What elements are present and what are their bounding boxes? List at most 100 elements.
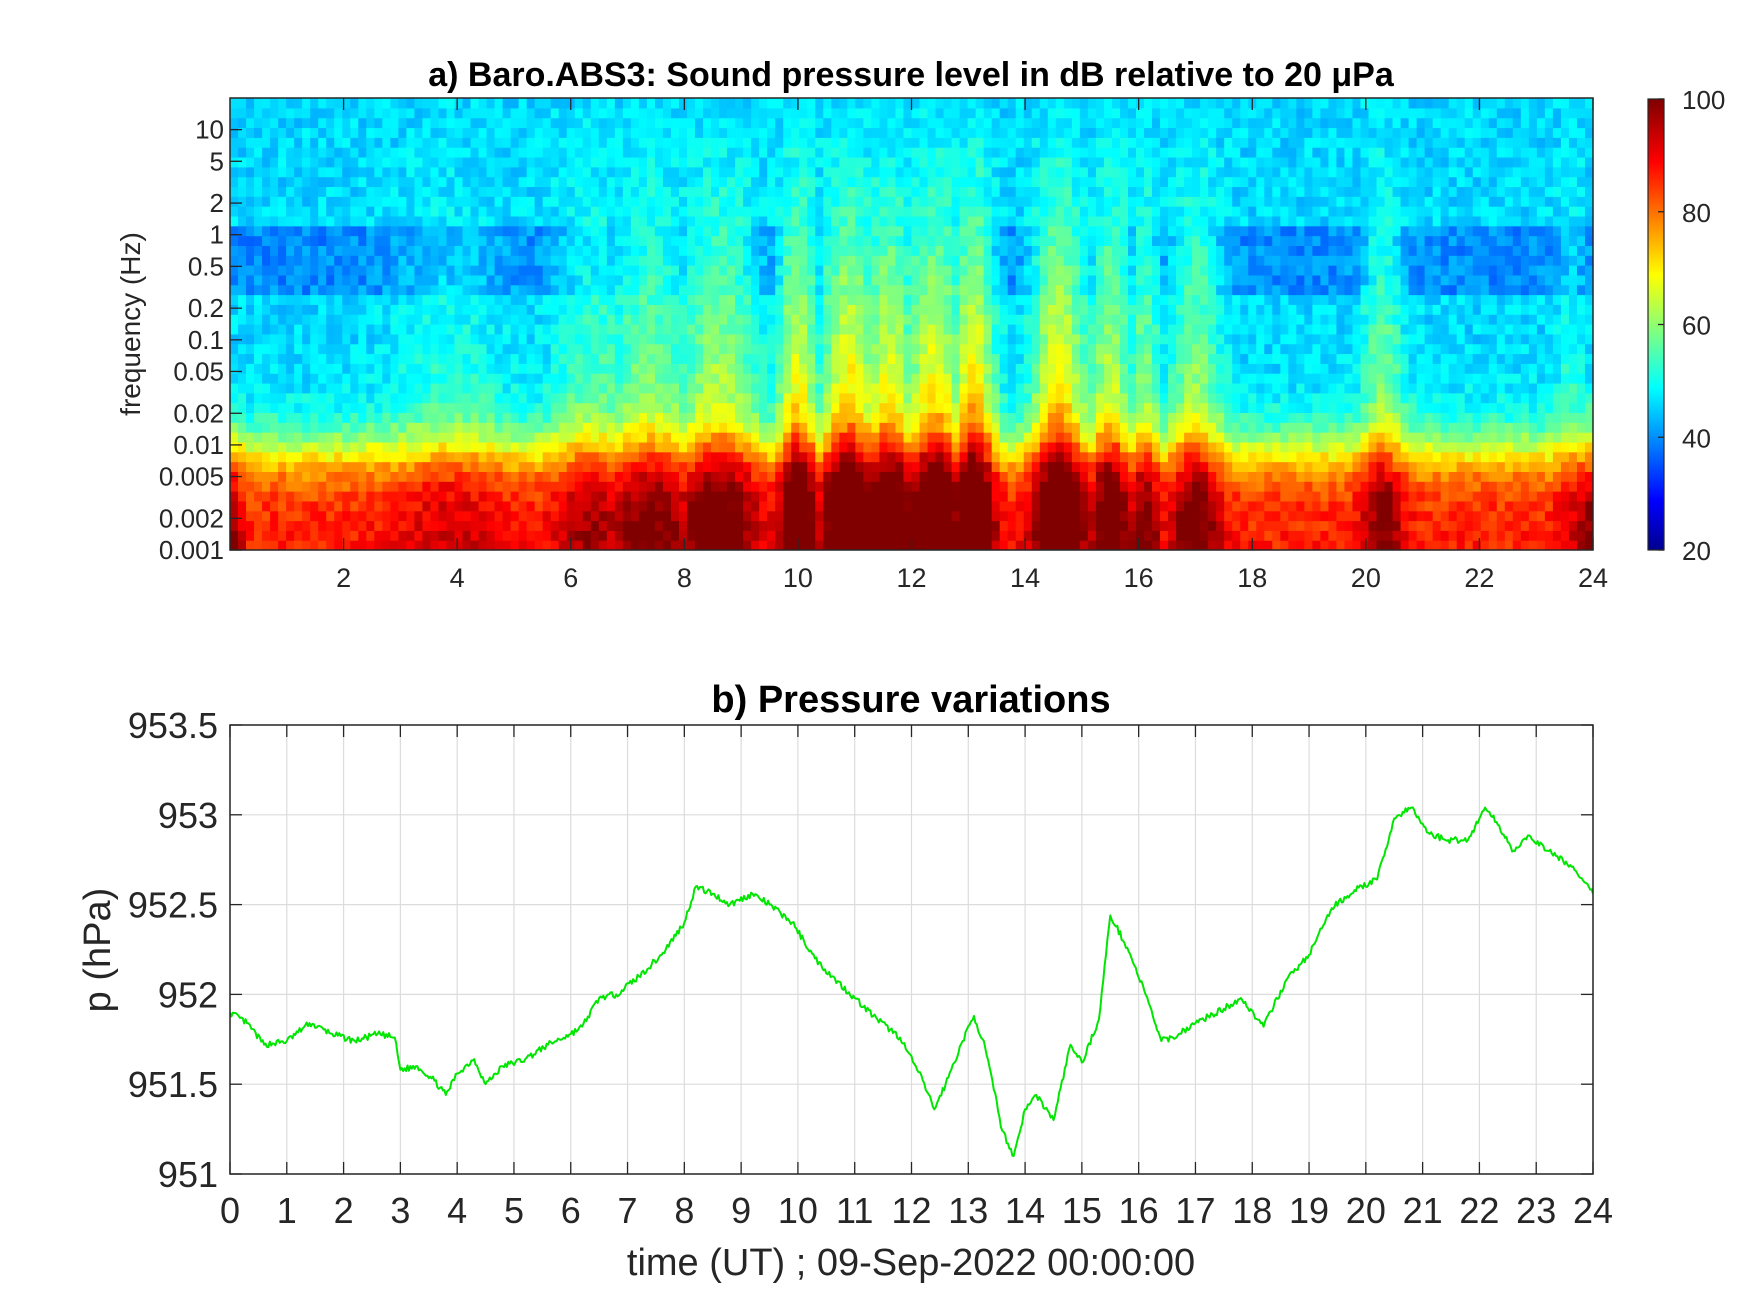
heatmap-cell xyxy=(670,98,680,109)
heatmap-cell xyxy=(855,304,864,315)
heatmap-cell xyxy=(1039,274,1049,286)
heatmap-cell xyxy=(446,98,456,109)
heatmap-cell xyxy=(294,324,303,335)
heatmap-cell xyxy=(454,245,464,256)
heatmap-cell xyxy=(1039,333,1049,345)
heatmap-cell xyxy=(622,245,632,256)
heatmap-cell xyxy=(558,500,568,512)
heatmap-cell xyxy=(438,392,448,404)
heatmap-cell xyxy=(911,304,921,315)
heatmap-cell xyxy=(566,353,576,364)
heatmap-cell xyxy=(486,166,496,178)
heatmap-cell xyxy=(951,245,961,256)
heatmap-cell xyxy=(230,363,239,374)
heatmap-cell xyxy=(855,186,864,197)
heatmap-cell xyxy=(831,196,840,207)
heatmap-cell xyxy=(646,186,656,197)
heatmap-cell xyxy=(839,432,848,443)
heatmap-cell xyxy=(759,392,768,404)
heatmap-cell xyxy=(847,215,856,227)
heatmap-cell xyxy=(326,500,335,512)
heatmap-cell xyxy=(983,491,993,502)
heatmap-cell xyxy=(791,491,800,502)
heatmap-cell xyxy=(759,373,768,384)
heatmap-cell xyxy=(414,107,424,119)
heatmap-cell xyxy=(414,520,424,531)
heatmap-cell xyxy=(542,500,552,512)
heatmap-cell xyxy=(1039,324,1049,335)
heatmap-cell xyxy=(1007,215,1017,227)
heatmap-cell xyxy=(815,324,824,335)
heatmap-cell xyxy=(662,206,672,217)
heatmap-cell xyxy=(494,166,504,178)
heatmap-cell xyxy=(414,147,424,158)
heatmap-cell xyxy=(422,530,432,541)
heatmap-cell xyxy=(1087,265,1097,276)
heatmap-cell xyxy=(927,206,937,217)
heatmap-cell xyxy=(462,314,472,325)
heatmap-cell xyxy=(614,412,624,423)
heatmap-cell xyxy=(967,117,977,129)
heatmap-cell xyxy=(911,147,921,158)
heatmap-cell xyxy=(1015,530,1025,541)
heatmap-cell xyxy=(999,382,1009,394)
heatmap-cell xyxy=(775,265,784,276)
heatmap-cell xyxy=(534,186,544,197)
heatmap-cell xyxy=(983,343,993,355)
heatmap-cell xyxy=(414,255,424,266)
heatmap-cell xyxy=(518,265,528,276)
heatmap-cell xyxy=(550,471,560,482)
heatmap-cell xyxy=(983,333,993,345)
heatmap-cell xyxy=(727,432,736,443)
heatmap-cell xyxy=(775,382,784,394)
heatmap-cell xyxy=(294,98,303,109)
heatmap-cell xyxy=(486,127,496,138)
heatmap-cell xyxy=(454,314,464,325)
heatmap-cell xyxy=(855,412,864,423)
heatmap-cell xyxy=(919,147,929,158)
heatmap-cell xyxy=(719,127,728,138)
heatmap-cell xyxy=(1023,166,1033,178)
heatmap-cell xyxy=(951,166,961,178)
heatmap-cell xyxy=(943,481,953,492)
heatmap-cell xyxy=(366,471,375,482)
heatmap-cell xyxy=(534,156,544,168)
heatmap-cell xyxy=(759,422,768,433)
heatmap-cell xyxy=(606,186,616,197)
heatmap-cell xyxy=(911,206,921,217)
heatmap-cell xyxy=(302,382,311,394)
heatmap-cell xyxy=(759,127,768,138)
heatmap-cell xyxy=(783,343,792,355)
heatmap-cell xyxy=(414,432,424,443)
heatmap-cell xyxy=(751,107,760,119)
heatmap-cell xyxy=(358,540,367,550)
heatmap-cell xyxy=(550,225,560,237)
heatmap-cell xyxy=(991,284,1001,296)
heatmap-cell xyxy=(326,333,335,345)
heatmap-cell xyxy=(518,127,528,138)
heatmap-cell xyxy=(318,491,327,502)
heatmap-cell xyxy=(262,235,271,246)
heatmap-cell xyxy=(703,156,712,168)
heatmap-cell xyxy=(614,147,624,158)
heatmap-cell xyxy=(510,117,520,129)
heatmap-cell xyxy=(326,363,335,374)
heatmap-cell xyxy=(638,382,648,394)
heatmap-cell xyxy=(302,265,311,276)
heatmap-cell xyxy=(799,117,808,129)
heatmap-cell xyxy=(951,265,961,276)
heatmap-cell xyxy=(558,324,568,335)
heatmap-cell xyxy=(278,491,287,502)
heatmap-cell xyxy=(799,451,808,463)
heatmap-cell xyxy=(999,540,1009,550)
heatmap-cell xyxy=(622,491,632,502)
heatmap-cell xyxy=(446,245,456,256)
heatmap-cell xyxy=(246,196,255,207)
heatmap-cell xyxy=(951,530,961,541)
heatmap-cell xyxy=(791,294,800,305)
heatmap-cell xyxy=(574,137,584,148)
heatmap-cell xyxy=(1063,520,1073,531)
heatmap-cell xyxy=(230,461,239,472)
heatmap-cell xyxy=(1087,343,1097,355)
heatmap-cell xyxy=(791,284,800,296)
